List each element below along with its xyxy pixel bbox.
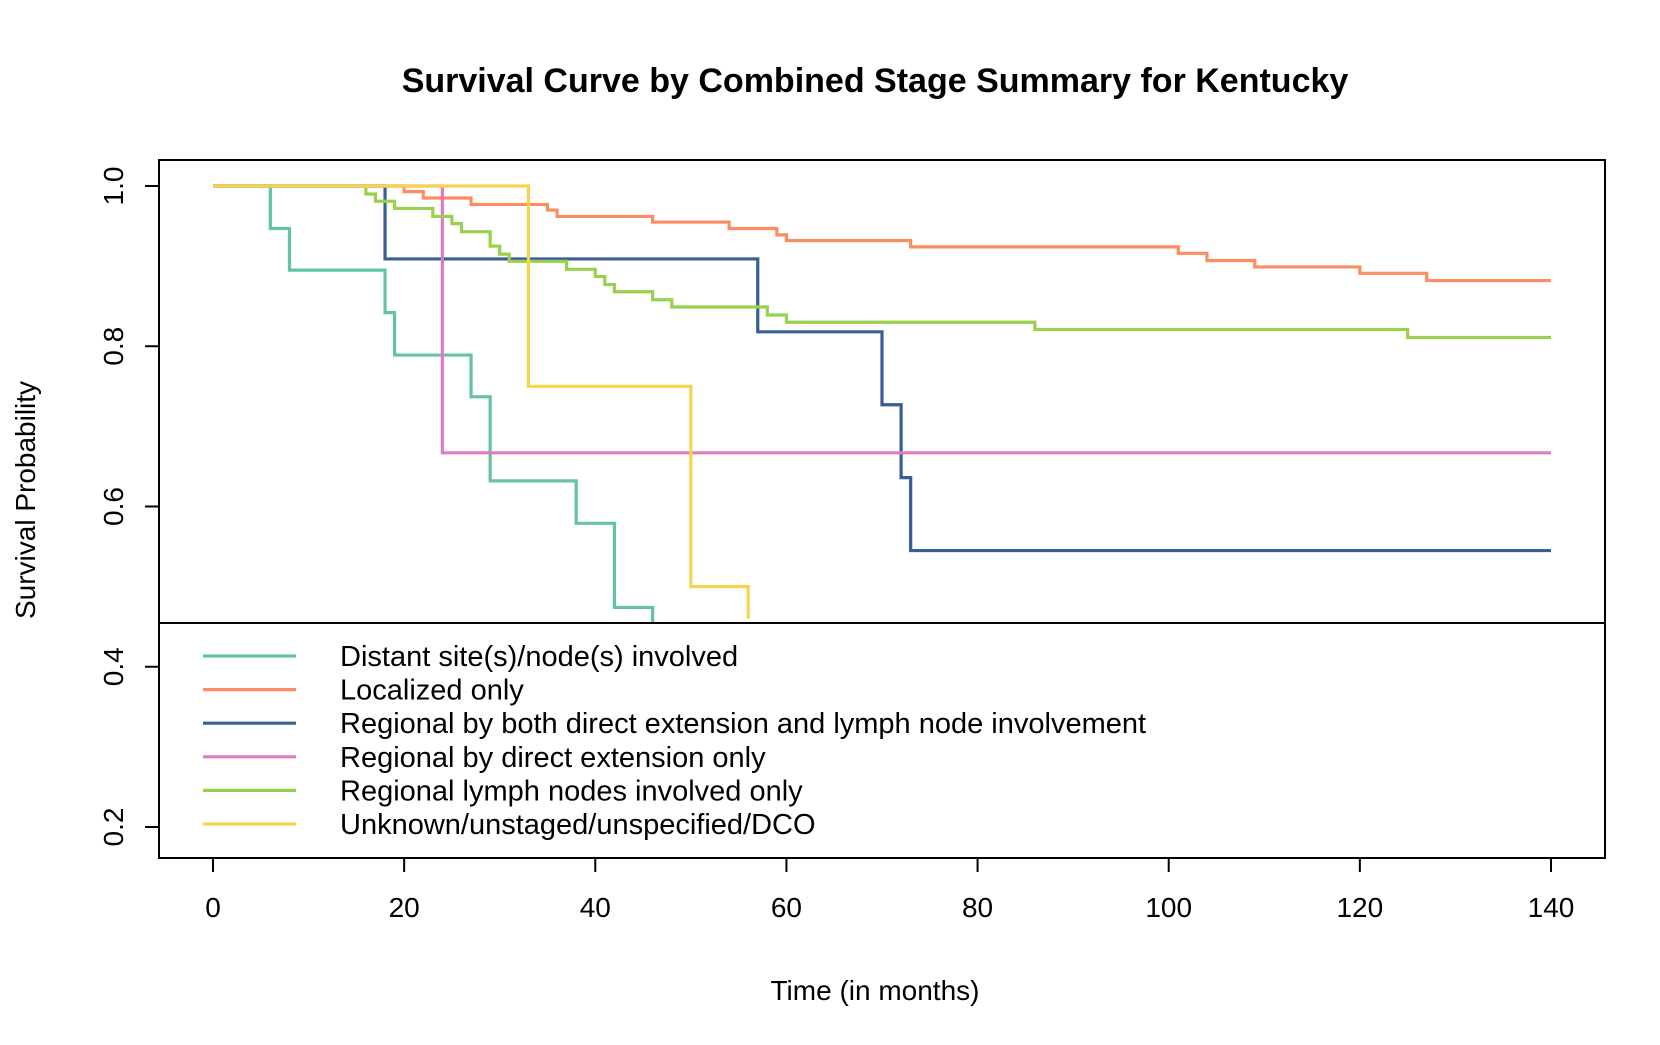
series-line-2 bbox=[213, 184, 1551, 283]
legend-label: Unknown/unstaged/unspecified/DCO bbox=[340, 809, 816, 841]
series-line-5 bbox=[213, 184, 1551, 340]
x-tick-label: 120 bbox=[1336, 892, 1383, 923]
x-axis-label: Time (in months) bbox=[770, 975, 979, 1006]
legend-label: Regional lymph nodes involved only bbox=[340, 775, 803, 807]
y-tick-label: 0.4 bbox=[98, 647, 129, 686]
legend-label: Localized only bbox=[340, 675, 524, 707]
x-tick-label: 20 bbox=[389, 892, 420, 923]
legend-label: Regional by direct extension only bbox=[340, 742, 766, 774]
legend-box bbox=[158, 622, 1606, 859]
x-tick-label: 0 bbox=[205, 892, 221, 923]
x-tick-label: 140 bbox=[1528, 892, 1575, 923]
series-line-4 bbox=[213, 184, 1551, 455]
x-tick-label: 100 bbox=[1145, 892, 1192, 923]
series-line-3 bbox=[213, 184, 1551, 553]
x-tick-label: 80 bbox=[962, 892, 993, 923]
legend-label: Distant site(s)/node(s) involved bbox=[340, 641, 738, 673]
legend: Distant site(s)/node(s) involvedLocalize… bbox=[158, 622, 1606, 859]
series-line-6 bbox=[213, 184, 750, 619]
legend-label: Regional by both direct extension and ly… bbox=[340, 708, 1146, 740]
y-tick-label: 1.0 bbox=[98, 167, 129, 206]
chart-title: Survival Curve by Combined Stage Summary… bbox=[402, 62, 1349, 100]
x-tick-label: 40 bbox=[580, 892, 611, 923]
y-tick-label: 0.8 bbox=[98, 327, 129, 366]
x-tick-label: 60 bbox=[771, 892, 802, 923]
series-line-1 bbox=[213, 184, 655, 623]
y-tick-label: 0.2 bbox=[98, 808, 129, 847]
y-tick-label: 0.6 bbox=[98, 487, 129, 526]
series-lines bbox=[213, 184, 1551, 623]
y-axis-label: Survival Probability bbox=[10, 381, 41, 619]
